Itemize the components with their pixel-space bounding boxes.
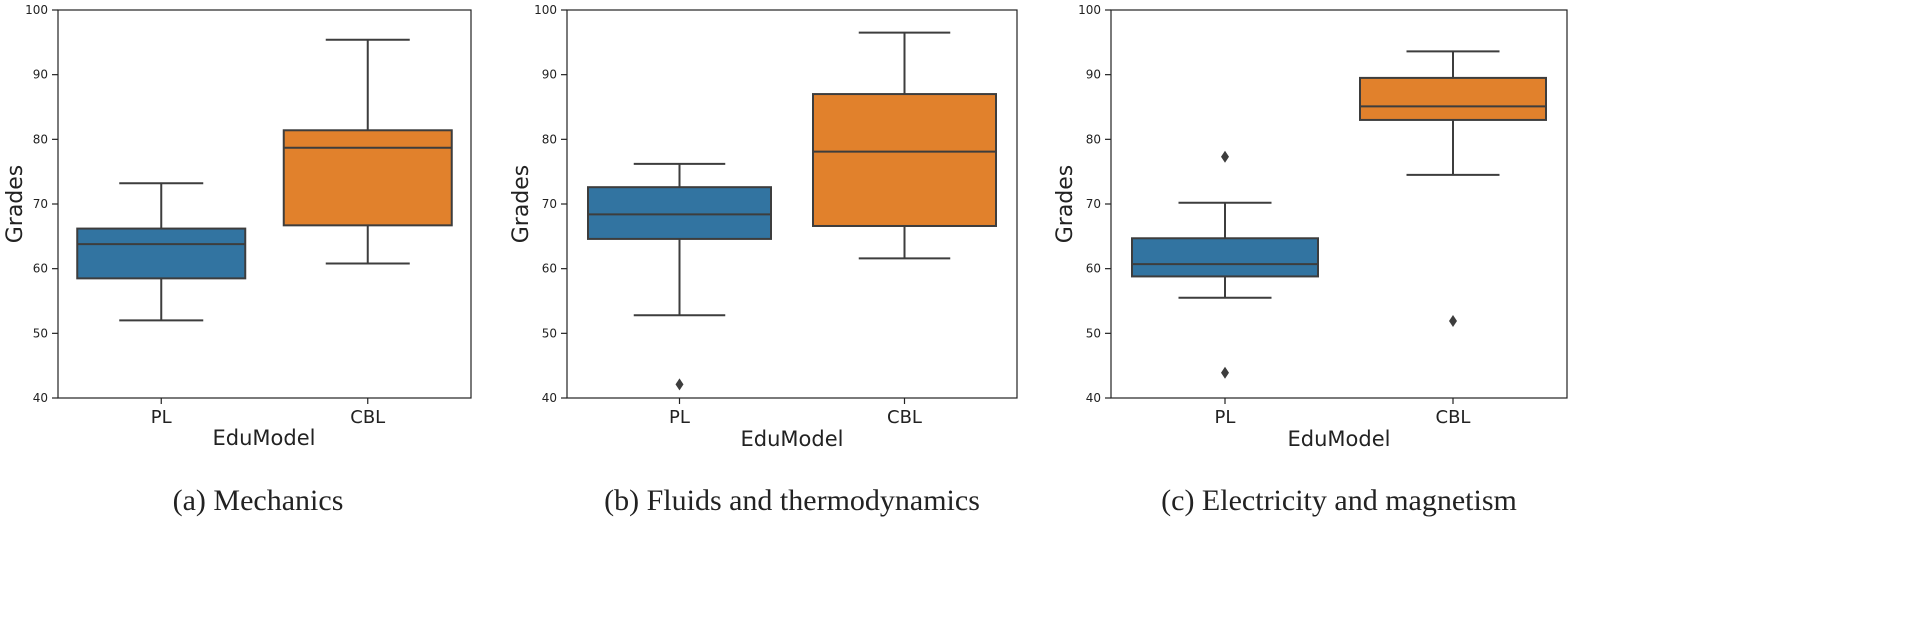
box-marks (76, 38, 453, 322)
x-tick-label: CBL (350, 407, 385, 428)
x-axis-label: EduModel (213, 426, 316, 450)
y-tick-label: 100 (1078, 3, 1101, 17)
outlier-point (1221, 150, 1229, 163)
y-tick-label: 40 (1086, 391, 1101, 405)
y-axis: 40 50 60 70 80 90 100 (534, 3, 567, 405)
iqr-box (812, 93, 997, 227)
box-cbl (1359, 50, 1547, 328)
y-tick-label: 90 (542, 68, 557, 82)
y-tick-label: 40 (542, 391, 557, 405)
chart-panel-mechanics: 40 50 60 70 80 90 100 PL CBL Grades EduModel (a… (3, 3, 472, 517)
box-marks (1131, 50, 1547, 379)
iqr-box (587, 186, 772, 240)
iqr-box (1359, 76, 1547, 121)
x-tick-label: PL (1215, 407, 1236, 428)
outlier-point (1449, 315, 1457, 328)
box-pl (587, 162, 772, 391)
y-tick-label: 70 (33, 197, 48, 211)
panel-caption: (a) Mechanics (173, 484, 344, 517)
y-tick-label: 50 (33, 326, 48, 340)
y-tick-label: 80 (542, 132, 557, 146)
box-cbl (812, 31, 997, 260)
y-tick-label: 80 (33, 132, 48, 146)
y-axis-label: Grades (1053, 165, 1078, 244)
y-tick-label: 60 (33, 262, 48, 276)
x-axis: PL CBL (151, 398, 385, 428)
outlier-point (1221, 366, 1229, 379)
y-tick-label: 60 (542, 262, 557, 276)
panel-caption: (c) Electricity and magnetism (1161, 484, 1517, 517)
y-tick-label: 60 (1086, 262, 1101, 276)
iqr-box (76, 227, 247, 280)
y-tick-label: 40 (33, 391, 48, 405)
box-marks (587, 31, 997, 391)
x-axis: PL CBL (1215, 398, 1471, 428)
y-tick-label: 90 (1086, 68, 1101, 82)
x-tick-label: PL (151, 407, 172, 428)
x-axis: PL CBL (669, 398, 922, 428)
chart-panel-fluids-thermodynamics: 40 50 60 70 80 90 100 PL CBL Grades EduModel (b… (509, 3, 1018, 517)
outlier-point (675, 378, 684, 391)
y-axis-label: Grades (509, 165, 534, 244)
x-tick-label: CBL (1436, 407, 1471, 428)
y-tick-label: 100 (25, 3, 48, 17)
chart-panel-electricity-magnetism: 40 50 60 70 80 90 100 PL CBL Grades EduModel (c… (1053, 3, 1568, 517)
y-tick-label: 80 (1086, 132, 1101, 146)
box-pl (76, 182, 247, 322)
y-axis: 40 50 60 70 80 90 100 (25, 3, 58, 405)
y-tick-label: 70 (542, 197, 557, 211)
box-cbl (282, 38, 453, 265)
y-tick-label: 70 (1086, 197, 1101, 211)
x-axis-label: EduModel (1288, 427, 1391, 451)
x-tick-label: CBL (887, 407, 922, 428)
iqr-box (282, 129, 453, 227)
y-tick-label: 100 (534, 3, 557, 17)
x-tick-label: PL (669, 407, 690, 428)
y-axis-label: Grades (3, 165, 28, 244)
y-tick-label: 90 (33, 68, 48, 82)
y-tick-label: 50 (1086, 326, 1101, 340)
panel-caption: (b) Fluids and thermodynamics (604, 484, 980, 517)
x-axis-label: EduModel (741, 427, 844, 451)
box-pl (1131, 150, 1319, 379)
y-axis: 40 50 60 70 80 90 100 (1078, 3, 1111, 405)
iqr-box (1131, 237, 1319, 278)
y-tick-label: 50 (542, 326, 557, 340)
